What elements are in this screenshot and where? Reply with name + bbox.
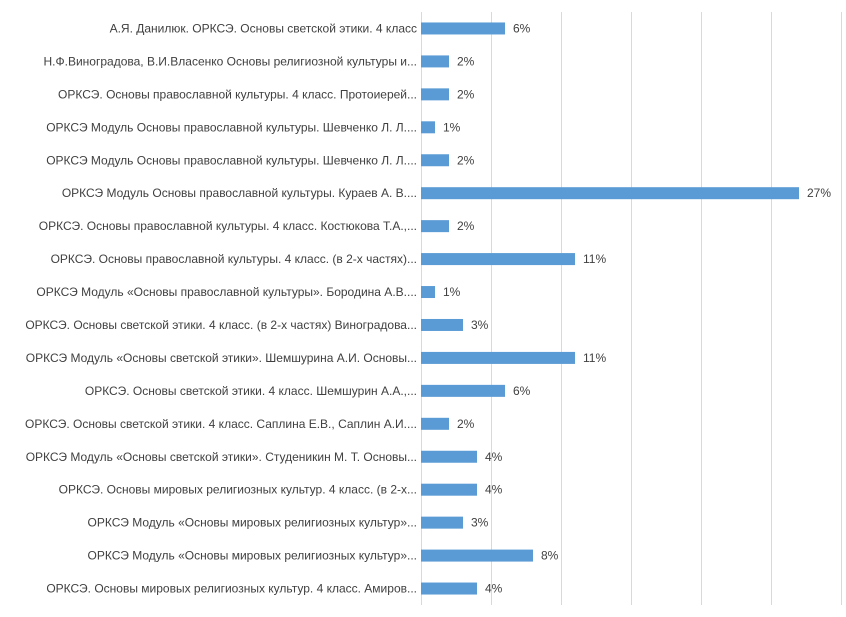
data-label: 1% — [443, 120, 461, 134]
data-label: 27% — [807, 186, 831, 200]
category-label: ОРКСЭ Модуль «Основы светской этики». Ст… — [26, 450, 417, 464]
data-label: 6% — [513, 21, 531, 35]
gridlines — [421, 12, 842, 605]
data-label: 3% — [471, 318, 489, 332]
category-label: ОРКСЭ. Основы светской этики. 4 класс. С… — [25, 417, 417, 431]
bar — [421, 417, 449, 430]
bar — [421, 55, 449, 68]
category-label: ОРКСЭ. Основы мировых религиозных культу… — [46, 582, 417, 596]
bar — [421, 582, 477, 595]
category-label: ОРКСЭ Модуль Основы православной культур… — [46, 120, 417, 134]
data-label: 2% — [457, 417, 475, 431]
data-label: 6% — [513, 384, 531, 398]
category-labels: А.Я. Данилюк. ОРКСЭ. Основы светской эти… — [25, 21, 417, 595]
data-label: 2% — [457, 153, 475, 167]
category-label: ОРКСЭ Модуль Основы православной культур… — [62, 186, 417, 200]
data-label: 4% — [485, 450, 503, 464]
category-label: ОРКСЭ. Основы православной культуры. 4 к… — [39, 219, 417, 233]
category-label: ОРКСЭ. Основы православной культуры. 4 к… — [58, 87, 417, 101]
bar — [421, 154, 449, 167]
data-label: 2% — [457, 54, 475, 68]
data-label: 4% — [485, 582, 503, 596]
bar — [421, 483, 477, 496]
category-label: ОРКСЭ Модуль «Основы мировых религиозных… — [88, 516, 417, 530]
data-label: 11% — [583, 252, 606, 266]
data-label: 1% — [443, 285, 461, 299]
data-label: 2% — [457, 219, 475, 233]
bar — [421, 351, 575, 364]
bar — [421, 253, 575, 266]
category-label: ОРКСЭ Модуль «Основы светской этики». Ше… — [26, 351, 417, 365]
category-label: ОРКСЭ Модуль Основы православной культур… — [46, 153, 417, 167]
category-label: Н.Ф.Виноградова, В.И.Власенко Основы рел… — [44, 54, 417, 68]
data-label: 8% — [541, 549, 559, 563]
category-label: ОРКСЭ. Основы православной культуры. 4 к… — [51, 252, 417, 266]
bar — [421, 22, 505, 35]
bar — [421, 121, 435, 134]
bar — [421, 384, 505, 397]
data-label: 3% — [471, 516, 489, 530]
bar — [421, 549, 533, 562]
category-label: ОРКСЭ. Основы мировых религиозных культу… — [59, 483, 417, 497]
category-label: ОРКСЭ. Основы светской этики. 4 класс. (… — [25, 318, 417, 332]
value-labels: 6% 2% 2% 1% 2% 27% 2% 11% 1% 3% 11% 6% 2% 4% 4% 3% 8% 4% — [443, 21, 831, 595]
bar — [421, 516, 463, 529]
data-label: 2% — [457, 87, 475, 101]
data-label: 4% — [485, 483, 503, 497]
bar — [421, 286, 435, 299]
bar — [421, 187, 799, 200]
data-label: 11% — [583, 351, 606, 365]
bar — [421, 450, 477, 463]
bars — [421, 22, 799, 595]
category-label: ОРКСЭ Модуль «Основы мировых религиозных… — [88, 549, 417, 563]
category-label: ОРКСЭ Модуль «Основы православной культу… — [36, 285, 417, 299]
bar — [421, 88, 449, 101]
category-label: ОРКСЭ. Основы светской этики. 4 класс. Ш… — [85, 384, 417, 398]
category-label: А.Я. Данилюк. ОРКСЭ. Основы светской эти… — [110, 21, 417, 35]
bar — [421, 318, 463, 331]
bar — [421, 220, 449, 233]
